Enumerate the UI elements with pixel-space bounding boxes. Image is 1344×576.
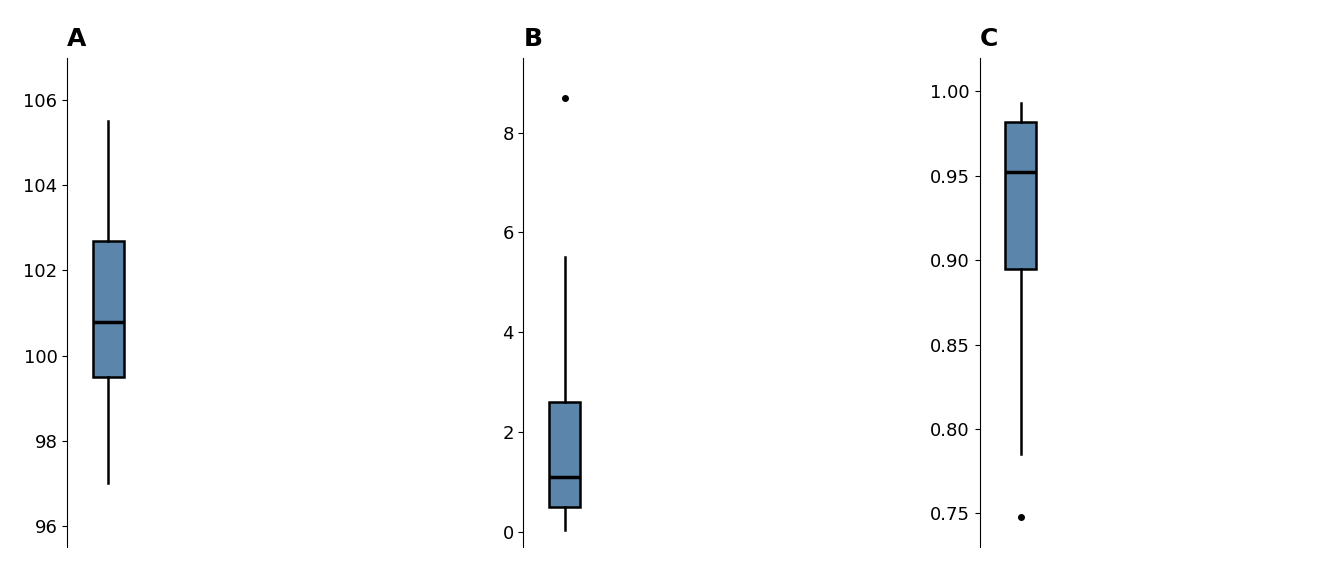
Text: B: B bbox=[523, 28, 543, 51]
PathPatch shape bbox=[93, 241, 124, 377]
PathPatch shape bbox=[1005, 122, 1036, 268]
PathPatch shape bbox=[550, 402, 581, 507]
Text: A: A bbox=[67, 28, 86, 51]
Text: C: C bbox=[980, 28, 999, 51]
